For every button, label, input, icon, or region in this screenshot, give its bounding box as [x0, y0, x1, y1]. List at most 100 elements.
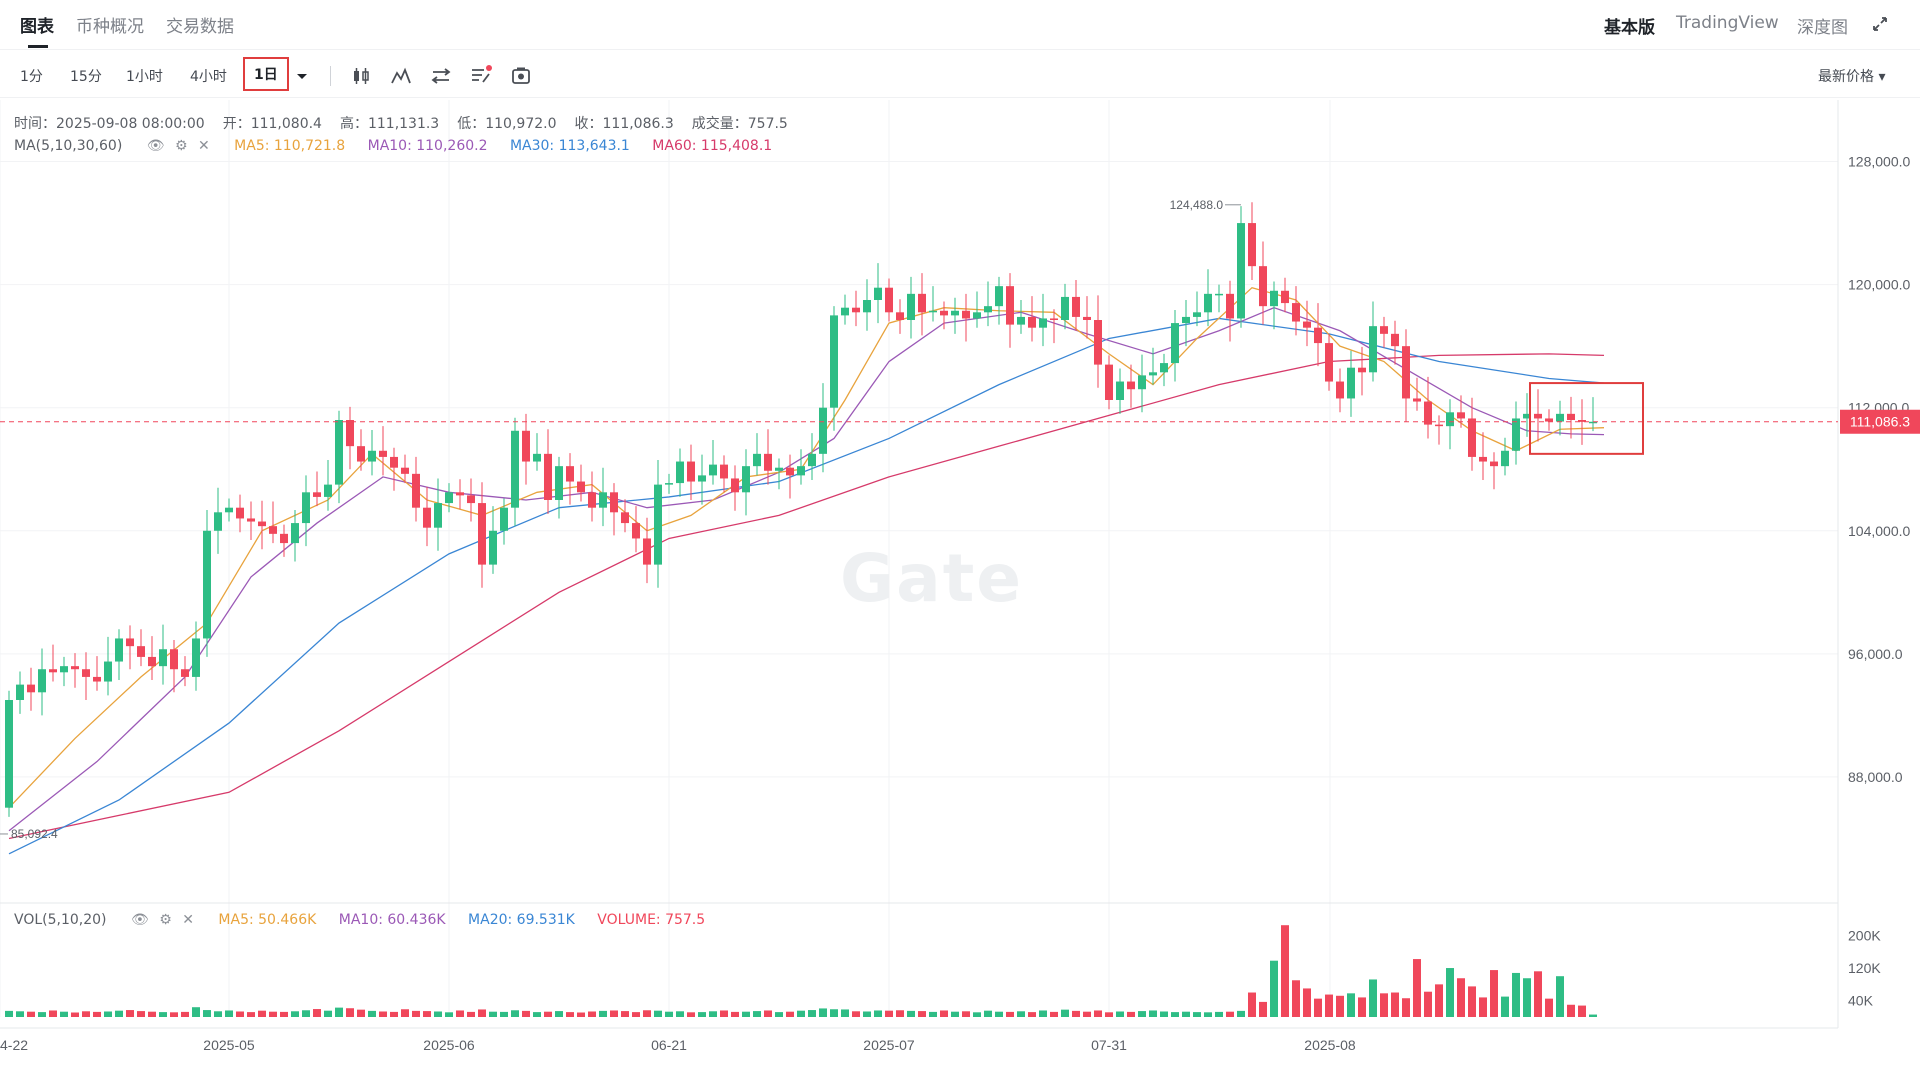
- current-price-label: 111,086.3: [1850, 414, 1910, 430]
- max-marker-label: 124,488.0: [1170, 198, 1224, 212]
- candle-body: [390, 456, 398, 468]
- y-tick-label: 88,000.0: [1848, 769, 1903, 785]
- volume-bar: [566, 1012, 574, 1017]
- volume-bar: [423, 1011, 431, 1017]
- candle-body: [379, 450, 387, 457]
- candle-body: [71, 666, 79, 670]
- interval-15m[interactable]: 15分: [70, 69, 102, 85]
- volume-bar: [1336, 995, 1344, 1017]
- volume-bar: [1303, 988, 1311, 1017]
- candle-body: [1204, 293, 1212, 313]
- candle-body: [1094, 320, 1102, 365]
- candle-body: [709, 464, 717, 476]
- candle-body: [1402, 346, 1410, 399]
- candle-body: [753, 453, 761, 467]
- volume-bar: [1094, 1010, 1102, 1017]
- volume-bar: [1479, 997, 1487, 1017]
- volume-bar: [1534, 971, 1542, 1017]
- volume-bar: [698, 1012, 706, 1017]
- vol-legend-title: VOL(5,10,20): [14, 912, 107, 928]
- volume-bar: [1512, 972, 1520, 1017]
- interval-1m[interactable]: 1分: [20, 69, 43, 85]
- candle-body: [269, 526, 277, 534]
- candle-body: [1512, 418, 1520, 451]
- volume-bar: [940, 1010, 948, 1017]
- volume-bar: [368, 1010, 376, 1017]
- candle-body: [995, 286, 1003, 307]
- candle-body: [368, 450, 376, 462]
- candle-body: [115, 638, 123, 662]
- volume-bar: [258, 1010, 266, 1017]
- mode-depth[interactable]: 深度图: [1797, 18, 1848, 38]
- mode-tradingview[interactable]: TradingView: [1676, 13, 1779, 33]
- candle-body: [280, 533, 288, 544]
- eye-icon[interactable]: 👁: [146, 138, 165, 154]
- interval-4h[interactable]: 4小时: [190, 69, 227, 85]
- volume-bar: [511, 1010, 519, 1017]
- ma60-line: [8, 353, 1605, 840]
- interval-1h[interactable]: 1小时: [126, 69, 163, 85]
- candlestick-type-icon[interactable]: [349, 64, 373, 88]
- candle-body: [1523, 413, 1531, 419]
- settings-icon[interactable]: ⚙: [159, 912, 172, 928]
- screenshot-icon[interactable]: [509, 64, 533, 88]
- volume-bar: [500, 1011, 508, 1017]
- volume-bar: [1358, 997, 1366, 1017]
- volume-bar: [885, 1010, 893, 1017]
- volume-bar: [1292, 980, 1300, 1017]
- volume-bar: [1501, 996, 1509, 1017]
- volume-bar: [324, 1010, 332, 1017]
- candle-body: [434, 503, 442, 528]
- volume-bar: [808, 1010, 816, 1017]
- volume-bar: [1171, 1012, 1179, 1017]
- volume-bar: [1446, 968, 1454, 1017]
- ma30-value: MA30: 113,643.1: [509, 138, 630, 154]
- candle-body: [1171, 323, 1179, 364]
- ohlc-close: 收：111,086.3: [574, 116, 674, 132]
- chevron-down-icon[interactable]: [290, 64, 314, 88]
- indicator-icon[interactable]: [389, 64, 413, 88]
- volume-bar: [104, 1011, 112, 1017]
- volume-bar: [27, 1011, 35, 1017]
- candle-body: [940, 310, 948, 316]
- toolbar-divider: [330, 66, 331, 86]
- volume-bar: [225, 1010, 233, 1017]
- candle-body: [511, 430, 519, 508]
- mode-basic[interactable]: 基本版: [1604, 18, 1655, 38]
- volume-bar: [1435, 984, 1443, 1017]
- volume-bar: [522, 1010, 530, 1017]
- close-icon[interactable]: ✕: [182, 912, 194, 928]
- settings-icon[interactable]: ⚙: [174, 138, 188, 154]
- volume-bar: [1116, 1011, 1124, 1017]
- candle-body: [1479, 456, 1487, 462]
- vol-tick-label: 120K: [1848, 960, 1881, 976]
- close-icon[interactable]: ✕: [197, 138, 210, 154]
- volume-series: [5, 925, 1597, 1017]
- candle-body: [1127, 381, 1135, 390]
- eye-icon[interactable]: 👁: [130, 912, 149, 928]
- gate-watermark: Gate: [840, 540, 1024, 617]
- x-tick-label: 2025-07: [863, 1037, 915, 1053]
- volume-bar: [1028, 1012, 1036, 1017]
- volume-bar: [379, 1011, 387, 1017]
- volume-bar: [1545, 998, 1553, 1017]
- volume-bar: [588, 1011, 596, 1017]
- volume-bar: [82, 1011, 90, 1017]
- volume-bar: [687, 1012, 695, 1017]
- candle-body: [1347, 367, 1355, 399]
- candle-body: [489, 530, 497, 565]
- vol-legend: VOL(5,10,20) 👁 ⚙ ✕ MA5: 50.466K MA10: 60…: [14, 912, 723, 928]
- volume-bar: [1193, 1012, 1201, 1017]
- tab-overview[interactable]: 币种概况: [76, 17, 144, 37]
- x-tick-label: 2025-06: [423, 1037, 475, 1053]
- expand-icon[interactable]: [1870, 14, 1890, 34]
- ma-legend-title: MA(5,10,30,60): [14, 138, 123, 154]
- volume-bar: [1347, 993, 1355, 1017]
- compare-icon[interactable]: [429, 64, 453, 88]
- chart-settings-icon[interactable]: [469, 64, 493, 88]
- price-mode-select[interactable]: 最新价格 ▾: [1818, 69, 1886, 85]
- tab-chart[interactable]: 图表: [20, 17, 54, 37]
- volume-bar: [1039, 1010, 1047, 1017]
- interval-1d[interactable]: 1日: [243, 57, 289, 91]
- tab-trading-data[interactable]: 交易数据: [166, 17, 234, 37]
